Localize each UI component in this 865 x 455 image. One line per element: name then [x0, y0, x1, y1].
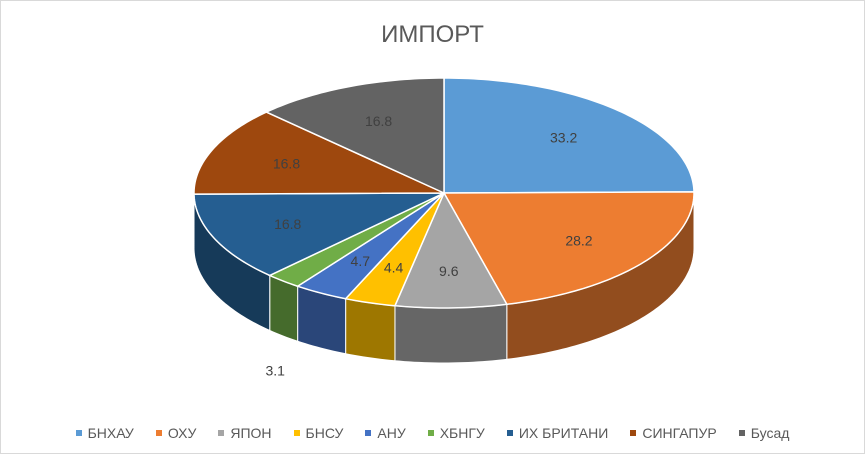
legend-item: БНХАУ — [76, 425, 134, 441]
data-label: 16.8 — [365, 113, 392, 129]
legend-swatch — [428, 430, 434, 436]
legend-label: БНХАУ — [88, 425, 134, 441]
legend-label: СИНГАПУР — [642, 425, 716, 441]
legend-label: ИХ БРИТАНИ — [519, 425, 608, 441]
legend-label: Бусад — [751, 425, 790, 441]
data-label: 4.7 — [351, 253, 371, 269]
legend-item: СИНГАПУР — [630, 425, 716, 441]
legend-item: АНУ — [365, 425, 405, 441]
legend-swatch — [739, 430, 745, 436]
data-label: 4.4 — [384, 260, 404, 276]
data-label: 33.2 — [550, 129, 577, 145]
legend-label: ОХУ — [168, 425, 197, 441]
legend: БНХАУ ОХУ ЯПОН БНСУ АНУ ХБНГУ ИХ БРИТАНИ СИНГАП… — [1, 425, 864, 441]
legend-item: Бусад — [739, 425, 790, 441]
legend-item: БНСУ — [294, 425, 344, 441]
legend-item: ИХ БРИТАНИ — [507, 425, 608, 441]
legend-swatch — [76, 430, 82, 436]
data-label: 9.6 — [439, 263, 459, 279]
legend-swatch — [156, 430, 162, 436]
legend-swatch — [365, 430, 371, 436]
data-label: 16.8 — [274, 216, 301, 232]
data-label: 28.2 — [565, 233, 592, 249]
legend-label: АНУ — [377, 425, 405, 441]
legend-swatch — [630, 430, 636, 436]
legend-label: БНСУ — [306, 425, 344, 441]
legend-item: ОХУ — [156, 425, 197, 441]
legend-swatch — [294, 430, 300, 436]
legend-label: ЯПОН — [230, 425, 271, 441]
slice-side-2 — [395, 304, 507, 363]
legend-swatch — [218, 430, 224, 436]
legend-item: ХБНГУ — [428, 425, 485, 441]
legend-item: ЯПОН — [218, 425, 271, 441]
data-label: 16.8 — [273, 156, 300, 172]
slice-side-3 — [346, 299, 395, 361]
legend-swatch — [507, 430, 513, 436]
data-label: 3.1 — [265, 362, 285, 378]
legend-label: ХБНГУ — [440, 425, 485, 441]
